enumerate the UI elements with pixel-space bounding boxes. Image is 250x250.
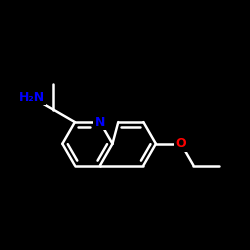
Text: N: N	[95, 116, 105, 128]
Text: O: O	[176, 137, 186, 150]
Text: H₂N: H₂N	[18, 90, 44, 104]
